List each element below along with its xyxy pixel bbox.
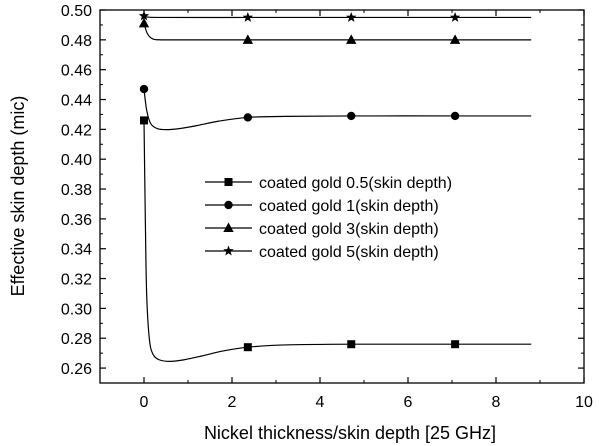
y-axis-title: Effective skin depth (mic) xyxy=(8,96,28,297)
legend-marker xyxy=(224,200,233,210)
x-tick-label: 6 xyxy=(404,394,413,411)
series-star xyxy=(138,10,532,22)
y-tick-label: 0.40 xyxy=(61,152,92,169)
legend-label: coated gold 5(skin depth) xyxy=(259,244,439,261)
tick-labels: 0 2 4 6 8 10 0.26 0.28 0.30 0.32 0.34 0.36 0.38 0.40 0… xyxy=(61,3,593,411)
y-tick-label: 0.38 xyxy=(61,182,92,199)
data-point xyxy=(243,113,253,122)
y-tick-label: 0.42 xyxy=(61,122,92,139)
data-point xyxy=(346,34,357,44)
y-tick-label: 0.28 xyxy=(61,331,92,348)
x-tick-label: 2 xyxy=(228,394,237,411)
data-point xyxy=(242,34,254,44)
x-tick-label: 4 xyxy=(316,394,325,411)
legend: coated gold 0.5(skin depth) coated gold 1… xyxy=(205,175,452,261)
x-axis-title: Nickel thickness/skin depth [25 GHz] xyxy=(204,423,496,443)
x-tick-label: 0 xyxy=(140,394,149,411)
legend-marker xyxy=(223,222,234,232)
series-group xyxy=(138,10,532,362)
data-point xyxy=(140,116,148,125)
series-line xyxy=(143,89,532,131)
data-point xyxy=(449,11,461,22)
legend-label: coated gold 3(skin depth) xyxy=(259,221,439,238)
plot-frame xyxy=(99,9,585,384)
data-point xyxy=(450,111,460,121)
y-tick-label: 0.26 xyxy=(61,361,92,378)
axis-ticks xyxy=(99,9,585,384)
data-point xyxy=(346,11,357,22)
x-tick-label: 10 xyxy=(575,394,593,411)
data-point xyxy=(347,111,356,121)
y-tick-label: 0.46 xyxy=(61,63,92,80)
data-point xyxy=(139,84,149,94)
legend-label: coated gold 0.5(skin depth) xyxy=(259,175,452,192)
legend-marker xyxy=(224,178,233,186)
y-tick-label: 0.44 xyxy=(61,93,92,110)
series-line xyxy=(143,15,532,19)
series-circle xyxy=(139,84,532,131)
x-tick-label: 8 xyxy=(492,394,501,411)
y-tick-label: 0.36 xyxy=(61,212,92,229)
data-point xyxy=(243,343,252,352)
y-tick-label: 0.34 xyxy=(61,242,92,259)
y-tick-label: 0.48 xyxy=(61,33,92,50)
plot-border xyxy=(99,9,585,384)
series-square xyxy=(140,116,532,362)
legend-marker xyxy=(223,245,234,256)
data-point xyxy=(242,11,254,22)
y-tick-label: 0.50 xyxy=(61,3,92,20)
legend-entry: coated gold 1(skin depth) xyxy=(205,198,439,215)
data-point xyxy=(347,340,356,349)
data-point xyxy=(138,10,150,21)
legend-entry: coated gold 0.5(skin depth) xyxy=(205,175,452,192)
series-line xyxy=(143,23,532,41)
legend-entry: coated gold 5(skin depth) xyxy=(205,244,439,261)
legend-label: coated gold 1(skin depth) xyxy=(259,198,439,215)
series-line xyxy=(143,120,532,362)
data-point xyxy=(451,340,460,349)
legend-entry: coated gold 3(skin depth) xyxy=(205,221,439,238)
data-point xyxy=(138,17,150,28)
data-point xyxy=(449,34,461,44)
series-triangle xyxy=(138,17,532,44)
y-tick-label: 0.30 xyxy=(61,301,92,318)
y-tick-label: 0.32 xyxy=(61,272,92,289)
